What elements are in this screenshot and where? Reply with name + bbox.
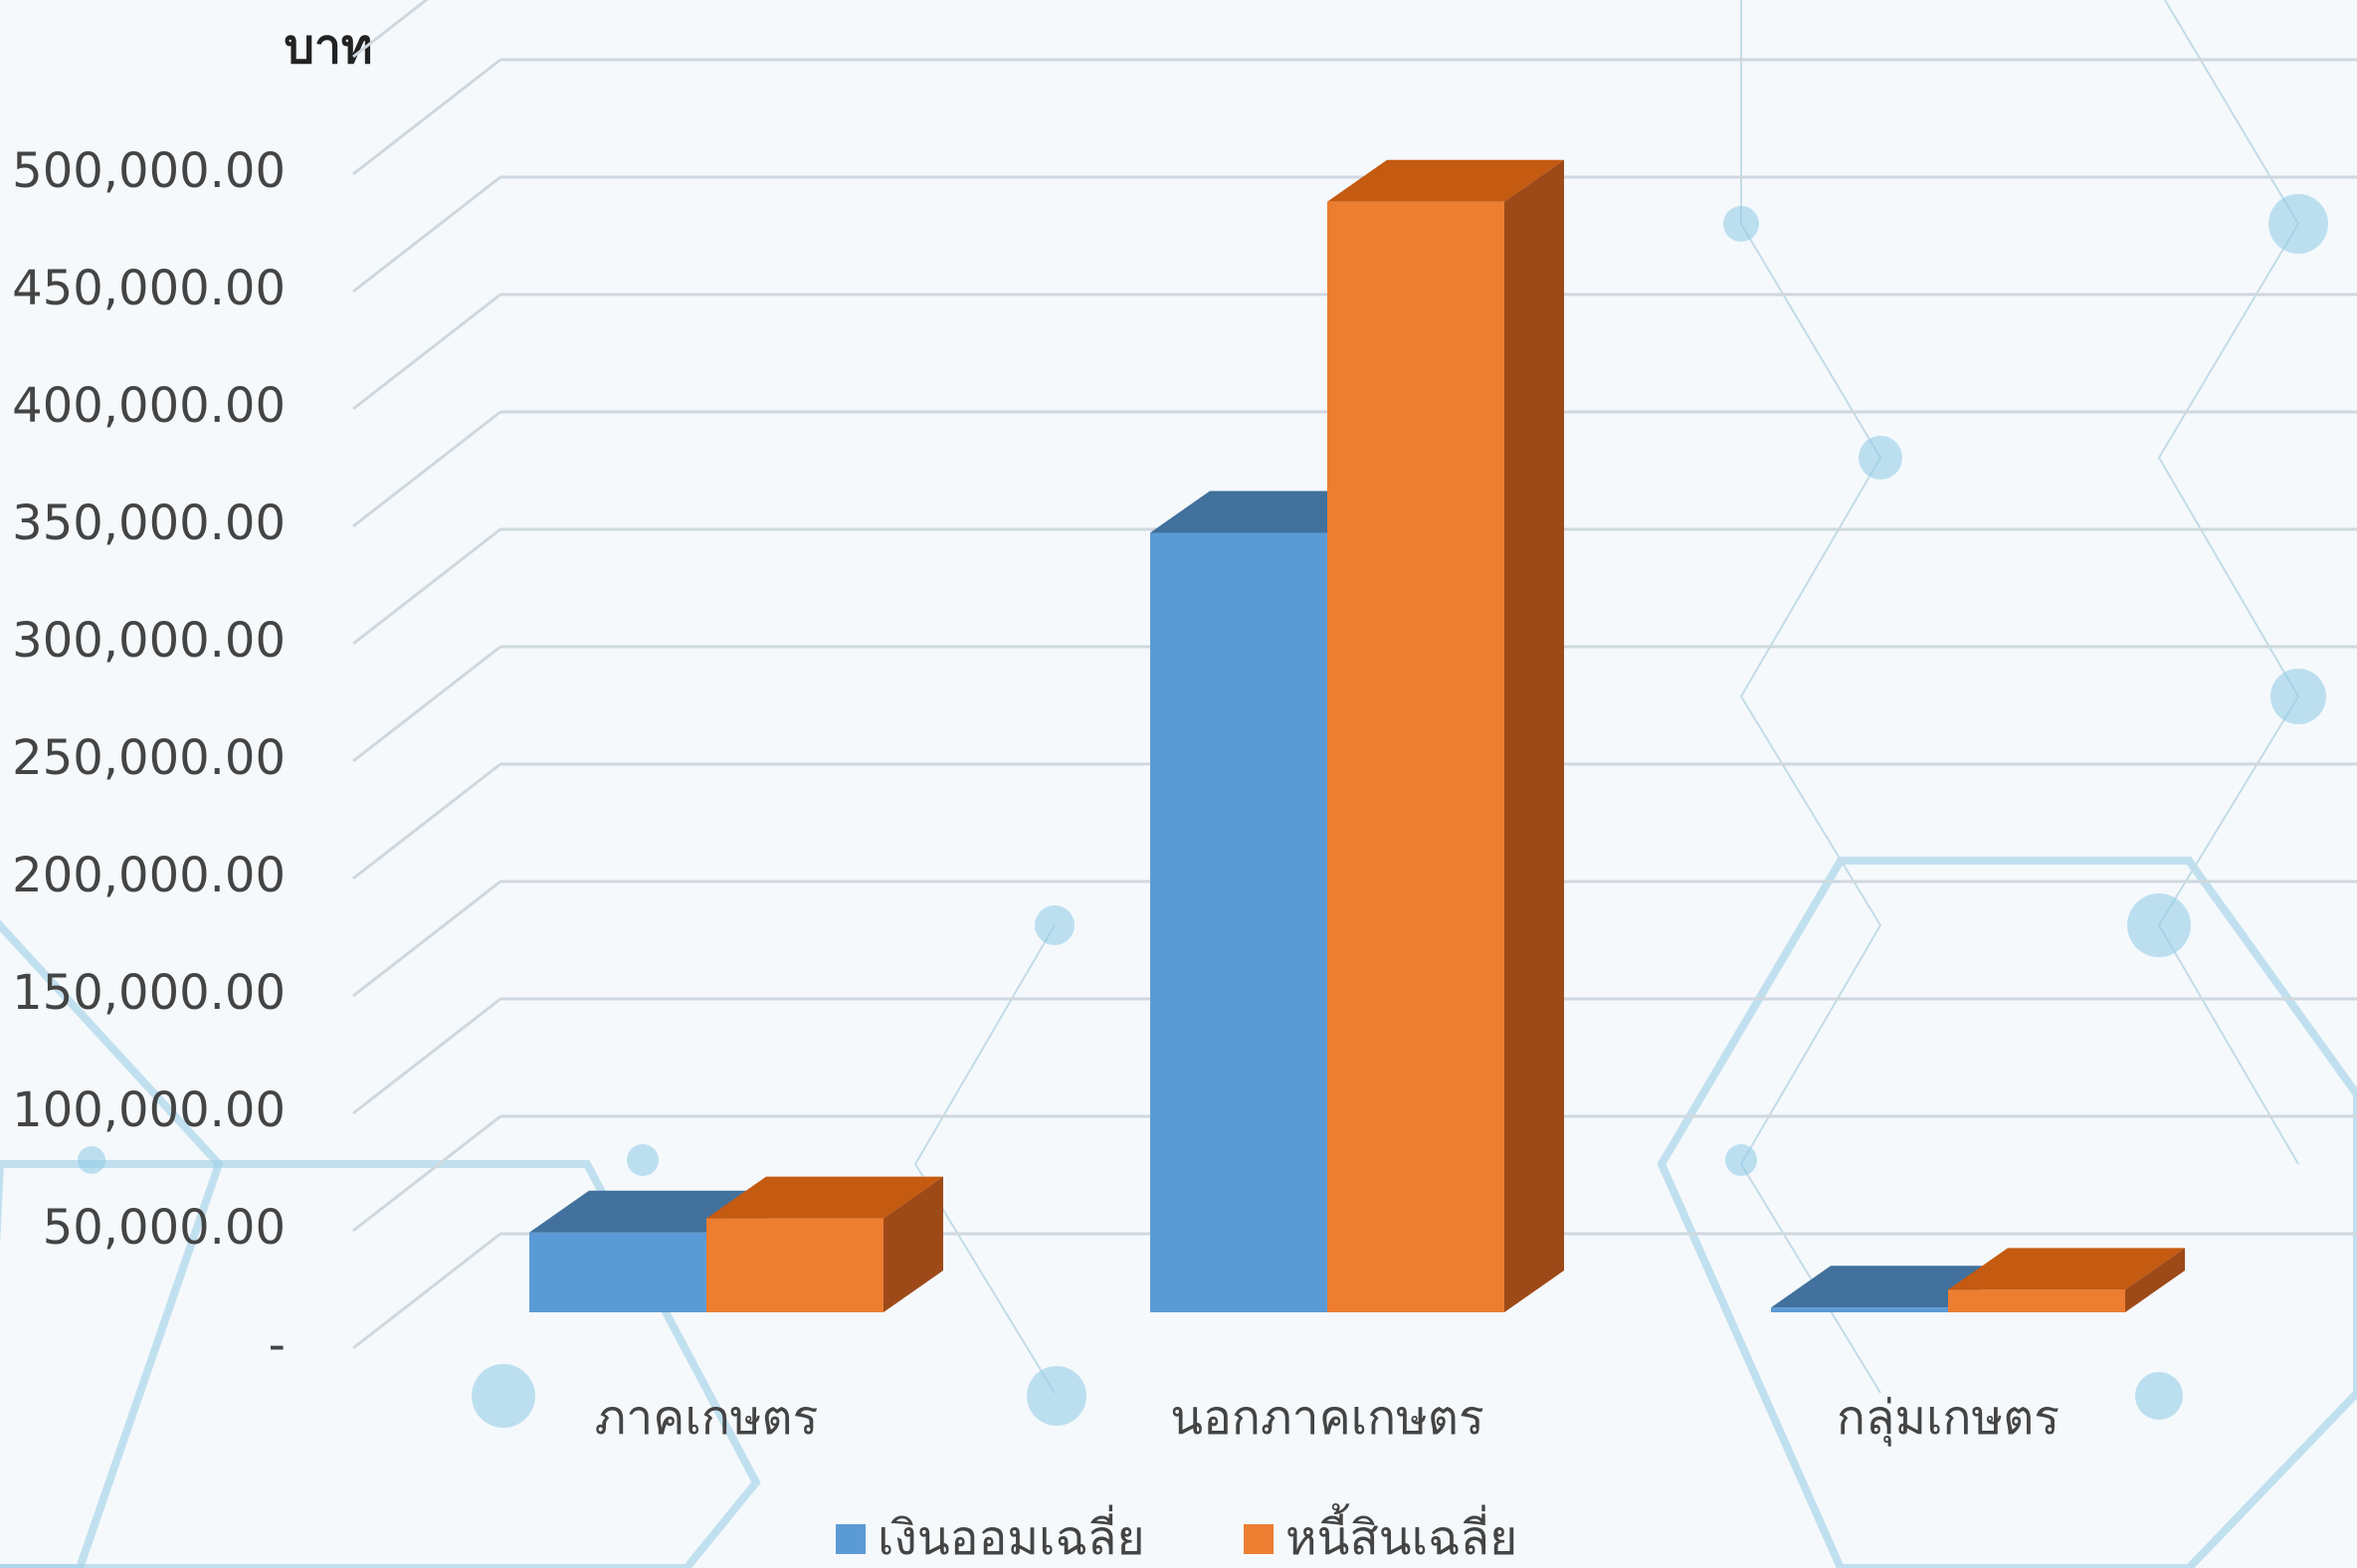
grid-diagonal (352, 410, 501, 528)
legend-swatch (1244, 1524, 1274, 1554)
y-tick-label: 350,000.00 (12, 495, 286, 551)
y-tick-label: 400,000.00 (12, 378, 286, 434)
grid-diagonal (352, 997, 501, 1115)
y-tick-label: - (269, 1317, 286, 1373)
bar (1150, 532, 1327, 1312)
bar-top (706, 1176, 943, 1219)
y-tick-label: 200,000.00 (12, 848, 286, 903)
x-tick-label: นอกภาคเกษตร (1170, 1390, 1483, 1446)
y-axis-unit: บาท (284, 19, 372, 75)
grid-diagonal (352, 58, 501, 176)
y-tick-label: 450,000.00 (12, 261, 286, 316)
bar (1948, 1289, 2125, 1312)
legend-label: หนี้สินเฉลี่ย (1285, 1503, 1517, 1566)
legend-swatch (836, 1524, 866, 1554)
bar (1771, 1307, 1948, 1312)
x-tick-label: ภาคเกษตร (595, 1390, 819, 1446)
grid-diagonal (352, 1232, 501, 1350)
grid-diagonal (352, 762, 501, 881)
y-tick-label: 150,000.00 (12, 965, 286, 1021)
bar-side (1504, 159, 1564, 1313)
grid-diagonal (352, 527, 501, 646)
bar (706, 1218, 884, 1312)
grid-diagonal (352, 645, 501, 763)
bar-side (884, 1176, 943, 1312)
bar-side (2125, 1248, 2185, 1312)
grid-diagonal (352, 880, 501, 998)
back-wall-top-diagonal (352, 0, 429, 59)
grid-diagonal (352, 1114, 501, 1233)
y-tick-label: 50,000.00 (43, 1200, 286, 1256)
bar (529, 1232, 706, 1312)
y-tick-label: 500,000.00 (12, 143, 286, 199)
y-tick-label: 300,000.00 (12, 613, 286, 669)
grid-diagonal (352, 175, 501, 294)
bar-top (1327, 159, 1564, 202)
y-tick-label: 100,000.00 (12, 1082, 286, 1138)
x-tick-label: กลุ่มเกษตร (1837, 1390, 2060, 1447)
bar (1327, 201, 1504, 1313)
legend-label: เงินออมเฉลี่ย (878, 1504, 1145, 1566)
bar-top (1948, 1248, 2185, 1290)
y-tick-label: 250,000.00 (12, 730, 286, 786)
grid-diagonal (352, 293, 501, 411)
